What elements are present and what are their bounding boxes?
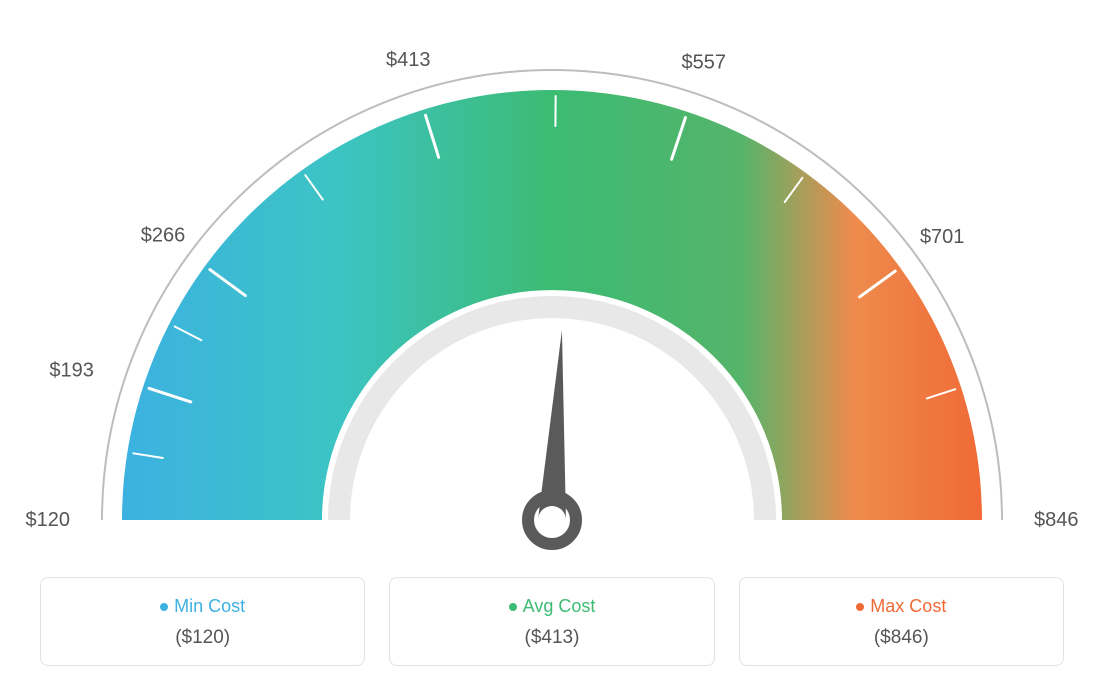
dot-icon bbox=[160, 603, 168, 611]
cost-gauge-chart: $120 $193 $266 $413 $557 $701 $846 bbox=[0, 0, 1104, 570]
legend-card-min: Min Cost ($120) bbox=[40, 577, 365, 666]
tick-label: $846 bbox=[1034, 509, 1079, 531]
legend-max-title: Max Cost bbox=[750, 596, 1053, 617]
legend-max-label: Max Cost bbox=[870, 596, 946, 616]
tick-label: $193 bbox=[49, 359, 94, 381]
dot-icon bbox=[856, 603, 864, 611]
legend-avg-label: Avg Cost bbox=[523, 596, 596, 616]
tick-label: $266 bbox=[141, 224, 186, 246]
legend-max-value: ($846) bbox=[750, 627, 1053, 649]
legend-avg-value: ($413) bbox=[400, 627, 703, 649]
gauge-needle-hub-inner bbox=[538, 506, 566, 534]
legend-avg-title: Avg Cost bbox=[400, 596, 703, 617]
legend-min-value: ($120) bbox=[51, 627, 354, 649]
legend-card-avg: Avg Cost ($413) bbox=[389, 577, 714, 666]
legend-row: Min Cost ($120) Avg Cost ($413) Max Cost… bbox=[40, 577, 1064, 666]
dot-icon bbox=[509, 603, 517, 611]
legend-min-label: Min Cost bbox=[174, 596, 245, 616]
legend-min-title: Min Cost bbox=[51, 596, 354, 617]
tick-label: $120 bbox=[26, 509, 71, 531]
gauge-svg: $120 $193 $266 $413 $557 $701 $846 bbox=[0, 0, 1104, 570]
tick-label: $413 bbox=[386, 49, 431, 71]
tick-label: $701 bbox=[920, 226, 965, 248]
legend-card-max: Max Cost ($846) bbox=[739, 577, 1064, 666]
tick-label: $557 bbox=[681, 52, 726, 74]
